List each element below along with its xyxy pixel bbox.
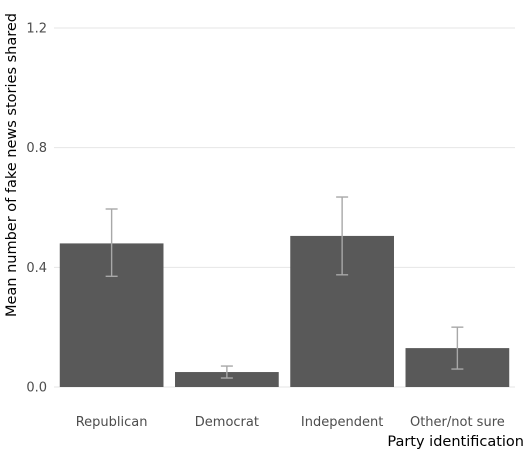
y-tick-label: 0.0 xyxy=(26,381,47,396)
error-bar xyxy=(336,196,349,276)
bar xyxy=(175,372,279,387)
y-axis-title: Mean number of fake news stories shared xyxy=(4,13,20,317)
error-bars xyxy=(105,196,464,379)
x-tick-label: Independent xyxy=(301,415,383,430)
y-tick-labels: 0.0 0.4 0.8 1.2 xyxy=(26,22,47,396)
error-bar xyxy=(220,365,233,379)
x-tick-label: Democrat xyxy=(195,415,259,430)
y-tick-label: 0.4 xyxy=(26,261,47,276)
y-tick-label: 0.8 xyxy=(26,141,47,156)
x-tick-labels: Republican Democrat Independent Other/not s… xyxy=(76,415,505,430)
error-bar xyxy=(451,326,464,370)
x-tick-label: Other/not sure xyxy=(410,415,505,430)
x-tick-label: Republican xyxy=(76,415,148,430)
x-axis-title: Party identification xyxy=(387,434,524,450)
y-tick-label: 1.2 xyxy=(26,22,47,37)
error-bar xyxy=(105,208,118,278)
bars xyxy=(59,235,510,387)
